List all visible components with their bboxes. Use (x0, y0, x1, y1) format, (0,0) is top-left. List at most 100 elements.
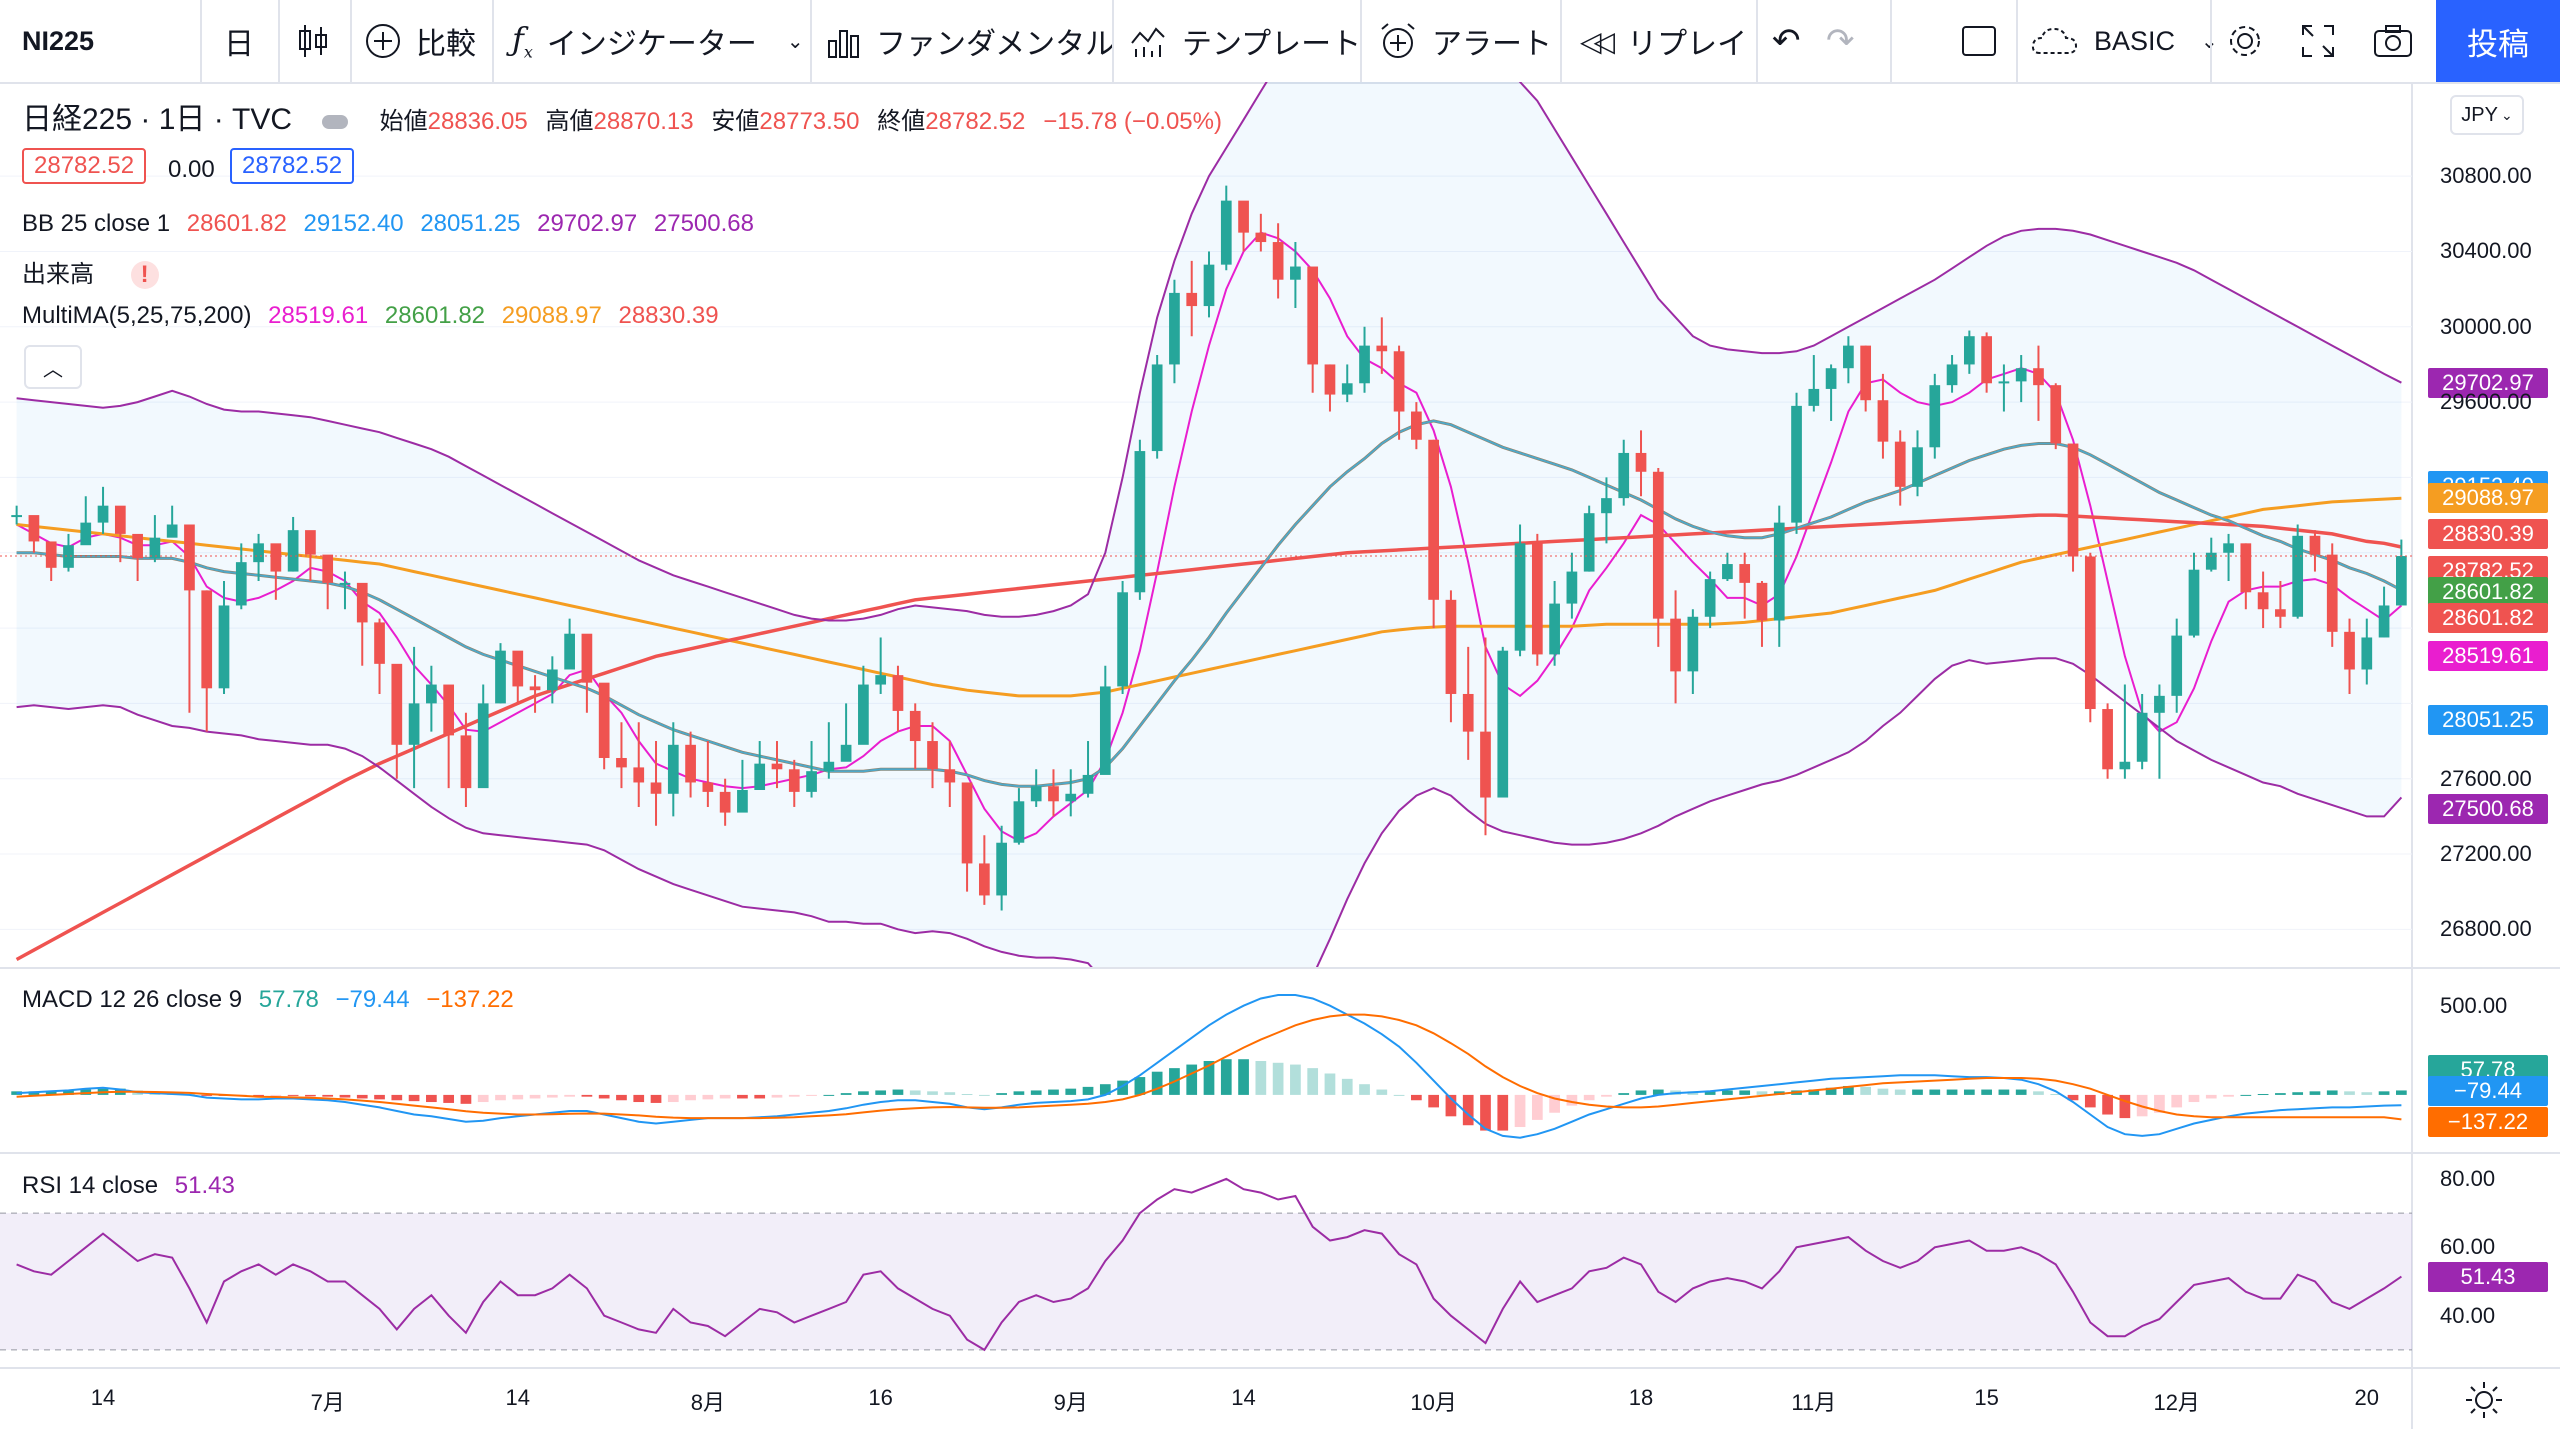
candle-body (1963, 336, 1975, 365)
chart-area[interactable] (0, 82, 2560, 1429)
fundamentals-button[interactable]: ファンダメンタル (826, 0, 1115, 82)
macd-histogram-bar (909, 1090, 921, 1095)
macd-hist-value: 57.78 (258, 986, 319, 1013)
ma200-value: 28830.39 (618, 302, 719, 329)
macd-histogram-bar (512, 1094, 524, 1100)
snapshot-button[interactable] (2372, 0, 2414, 82)
publish-button[interactable]: 投稿 (2436, 0, 2560, 82)
candle-body (1635, 452, 1647, 472)
collapse-legend-button[interactable]: ︿ (24, 345, 82, 389)
candle-body (235, 562, 247, 606)
candle-body (2257, 592, 2269, 610)
macd-histogram-bar (2396, 1090, 2407, 1095)
fullscreen-button[interactable] (2300, 0, 2336, 82)
macd-histogram-bar (1912, 1089, 1923, 1095)
macd-histogram-bar (616, 1094, 627, 1101)
replay-label: リプレイ (1627, 28, 1748, 61)
candle-body (806, 771, 817, 792)
candle-body (2154, 695, 2165, 713)
divider (492, 0, 494, 82)
chevron-down-icon: ⌄ (2500, 106, 2513, 123)
macd-histogram-bar (1583, 1094, 1595, 1101)
alert-button[interactable]: アラート (1378, 0, 1552, 82)
macd-histogram-bar (1134, 1077, 1146, 1095)
replay-button[interactable]: ◁◁ リプレイ (1580, 0, 1747, 82)
macd-histogram-bar (1739, 1090, 1751, 1095)
macd-histogram-bar (1238, 1059, 1249, 1095)
rsi-tick-label: 60.00 (2440, 1234, 2496, 1260)
candle-body (1687, 616, 1699, 672)
plus-circle-icon (366, 24, 400, 58)
compare-button[interactable]: 比較 (364, 0, 476, 82)
macd-histogram-bar (2292, 1092, 2304, 1095)
macd-histogram-bar (978, 1094, 990, 1096)
candle-body (1324, 364, 1336, 395)
macd-histogram-bar (356, 1094, 368, 1099)
ma200-price-label: 28830.39 (2428, 518, 2548, 549)
macd-histogram-bar (2033, 1091, 2044, 1095)
templates-button[interactable]: テンプレート (1130, 0, 1361, 82)
candle-body (443, 684, 455, 736)
candle-body (2205, 552, 2217, 570)
warning-icon[interactable]: ! (130, 261, 159, 289)
macd-histogram-bar (2223, 1094, 2234, 1097)
fullscreen-toggle-button[interactable] (1960, 0, 1998, 82)
macd-histogram-bar (1860, 1086, 1872, 1095)
buy-price-button[interactable]: 28782.52 (230, 148, 355, 184)
chart-type-button[interactable] (296, 0, 330, 82)
layout-button[interactable]: BASIC ⌄ (2030, 0, 2218, 82)
settings-button[interactable] (2226, 0, 2264, 82)
low-label: 安値 (711, 108, 760, 135)
candle-body (305, 530, 316, 555)
macd-histogram-bar (2275, 1093, 2286, 1095)
macd-histogram-bar (1531, 1094, 1543, 1120)
undo-button[interactable]: ↶ (1772, 0, 1801, 82)
bb-upper-price-label: 29702.97 (2428, 367, 2548, 398)
candle-body (546, 669, 558, 691)
chevron-up-icon: ︿ (43, 358, 63, 381)
candle-body (1065, 793, 1077, 802)
candle-body (184, 524, 195, 591)
price-tick-label: 29600.00 (2440, 389, 2532, 415)
candle-body (28, 515, 40, 542)
candle-body (616, 757, 627, 768)
candle-body (2326, 554, 2338, 632)
macd-histogram-bar (667, 1094, 679, 1103)
divider (2210, 0, 2212, 82)
candle-body (1082, 774, 1094, 794)
candles-icon (299, 25, 327, 57)
macd-histogram-bar (1808, 1089, 1820, 1095)
close-label: 終値 (877, 108, 926, 135)
candle-body (944, 769, 956, 783)
redo-button[interactable]: ↷ (1826, 0, 1855, 82)
rsi-line (16, 1177, 2402, 1352)
candles (0, 185, 2412, 911)
interval-button[interactable]: 日 (224, 0, 254, 82)
candle-body (2378, 605, 2390, 638)
macd-histogram-bar (1065, 1088, 1077, 1095)
candle-body (2188, 569, 2200, 636)
macd-histogram-bar (823, 1094, 835, 1096)
macd-histogram-bar (270, 1094, 282, 1096)
candle-body (1981, 336, 1992, 384)
eye-toggle-icon[interactable] (321, 114, 348, 129)
ma-legend: MultiMA(5,25,75,200) 28519.61 28601.82 2… (22, 302, 729, 330)
macd-histogram-bar (2188, 1094, 2200, 1103)
currency-button[interactable]: JPY ⌄ (2450, 95, 2524, 135)
candle-body (322, 554, 334, 583)
candle-body (875, 675, 887, 685)
candle-body (1860, 345, 1872, 401)
high-value: 28870.13 (593, 108, 694, 135)
macd-legend: MACD 12 26 close 9 57.78 −79.44 −137.22 (22, 986, 524, 1014)
candle-body (927, 741, 938, 770)
sun-icon[interactable] (2464, 1380, 2504, 1420)
symbol-search[interactable]: NI225 (22, 0, 94, 82)
indicators-button[interactable]: ƒx インジケーター ⌄ (512, 0, 804, 82)
macd-histogram-bar (1082, 1086, 1094, 1095)
chevron-down-icon: ⌄ (2201, 29, 2218, 54)
sell-price-button[interactable]: 28782.52 (22, 148, 147, 184)
candle-body (823, 761, 835, 772)
symbol-label: NI225 (22, 25, 95, 56)
close-value: 28782.52 (925, 108, 1026, 135)
candle-body (892, 675, 904, 711)
